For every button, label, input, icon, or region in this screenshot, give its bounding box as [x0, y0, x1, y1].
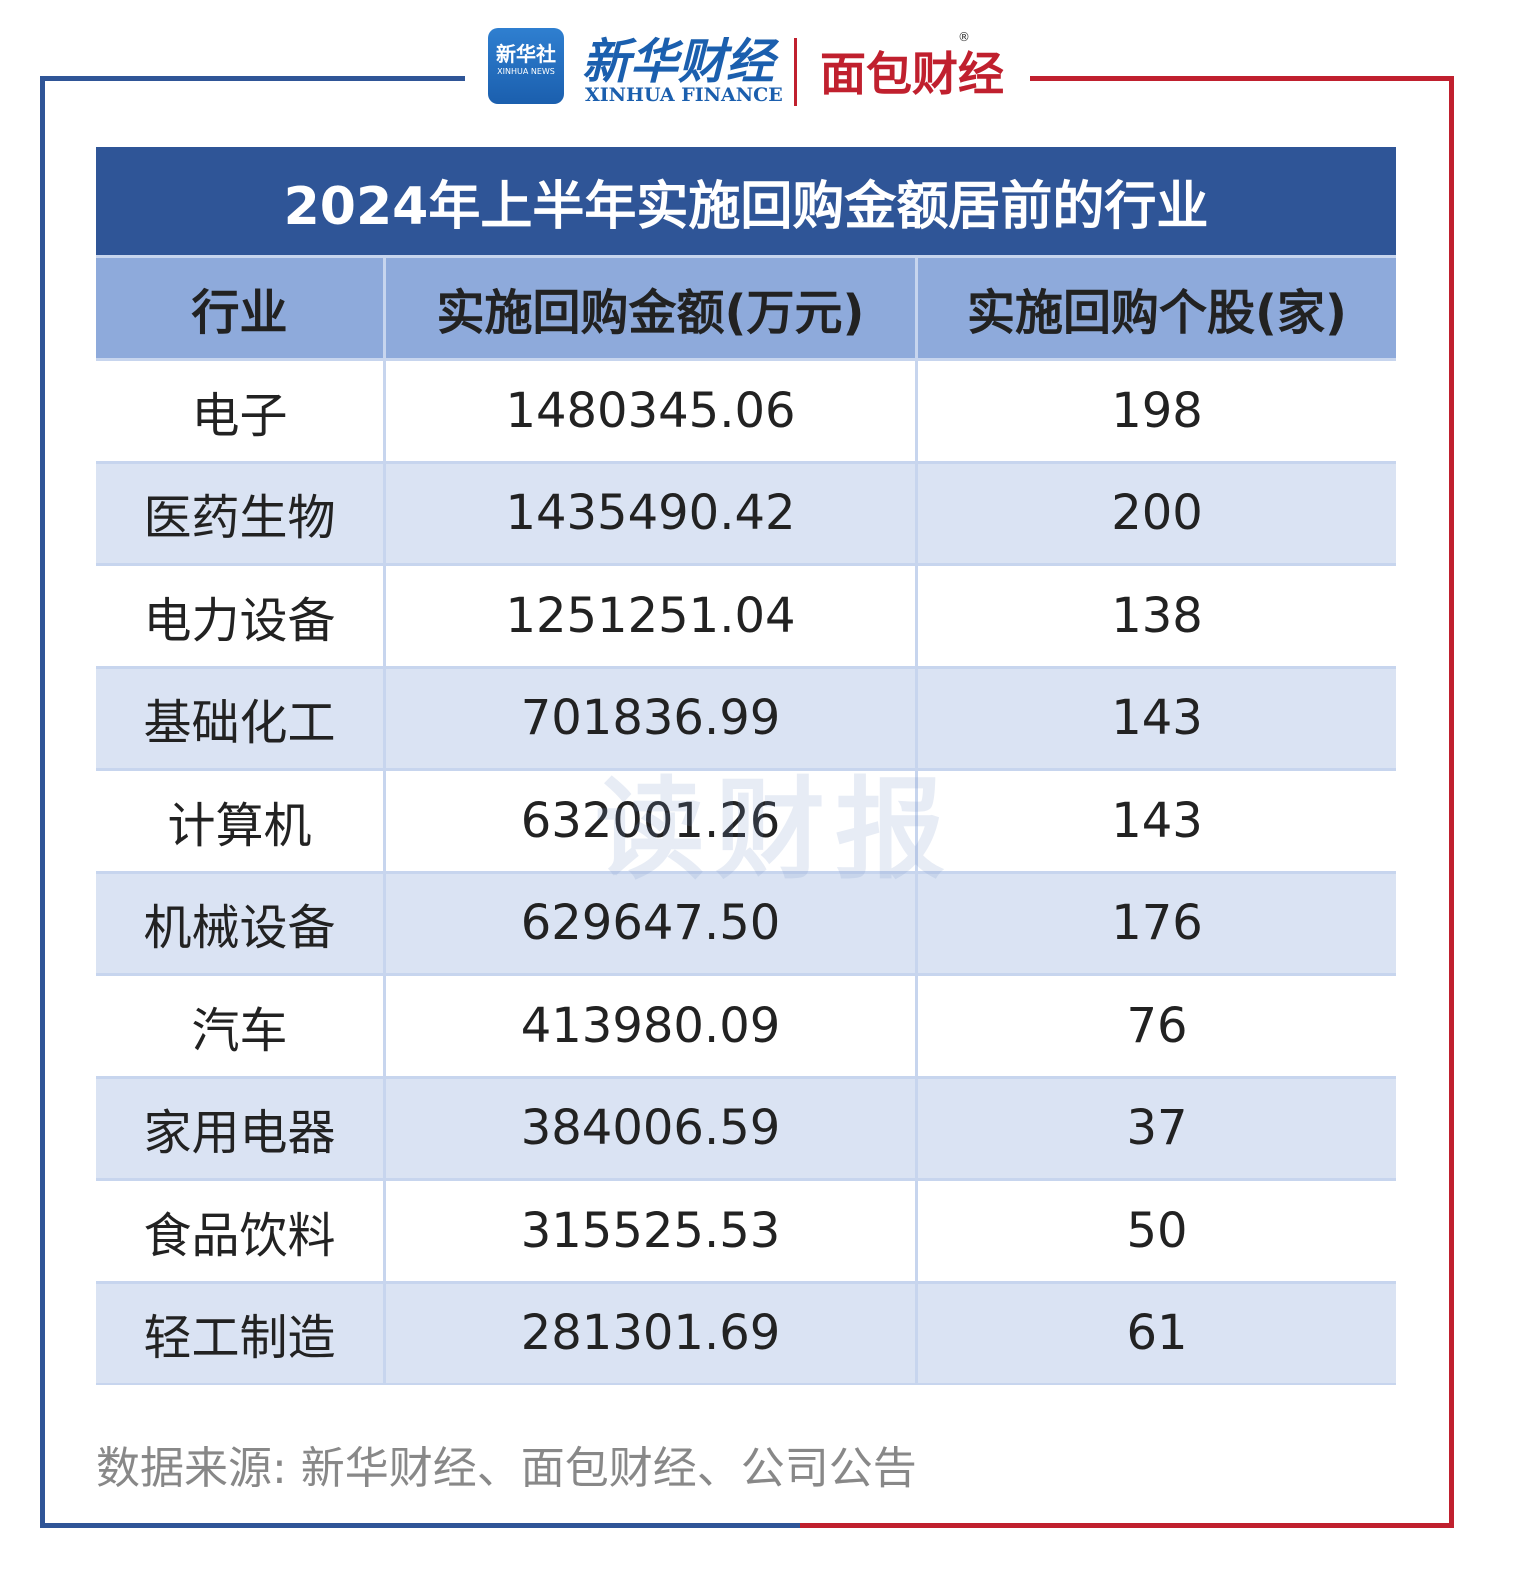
- row-label: 家用电器: [96, 1078, 383, 1178]
- registered-mark: ®: [958, 30, 970, 44]
- logo-divider: [794, 38, 797, 106]
- table-cell: 143: [918, 771, 1396, 871]
- row-label: 计算机: [96, 771, 383, 871]
- table-cell: 629647.50: [386, 873, 915, 973]
- table-cell: 632001.26: [386, 771, 915, 871]
- row-label: 机械设备: [96, 873, 383, 973]
- table-cell: 1435490.42: [386, 463, 915, 563]
- row-label: 汽车: [96, 976, 383, 1076]
- row-label: 电力设备: [96, 566, 383, 666]
- table-cell: 198: [918, 361, 1396, 461]
- frame-bottom-right: [800, 1523, 1454, 1528]
- frame-left: [40, 76, 45, 1528]
- table-cell: 200: [918, 463, 1396, 563]
- table-cell: 384006.59: [386, 1078, 915, 1178]
- mianbao-logo: 面包财经: [820, 47, 1004, 101]
- table-cell: 138: [918, 566, 1396, 666]
- table-cell: 1480345.06: [386, 361, 915, 461]
- table-cell: 315525.53: [386, 1181, 915, 1281]
- frame-right: [1449, 76, 1454, 1528]
- frame-top-left: [40, 76, 465, 81]
- xinhua-finance-en: XINHUA FINANCE: [585, 84, 783, 106]
- table-cell: 50: [918, 1181, 1396, 1281]
- table-cell: 143: [918, 668, 1396, 768]
- table-cell: 281301.69: [386, 1283, 915, 1383]
- column-header: 行业: [96, 258, 383, 358]
- badge-text-en: XINHUA NEWS: [497, 67, 555, 76]
- table-cell: 701836.99: [386, 668, 915, 768]
- xinhua-finance-logo: 新华财经: [582, 34, 775, 90]
- table-cell: 76: [918, 976, 1396, 1076]
- row-label: 基础化工: [96, 668, 383, 768]
- table-cell: 413980.09: [386, 976, 915, 1076]
- row-label: 食品饮料: [96, 1181, 383, 1281]
- table-cell: 176: [918, 873, 1396, 973]
- row-label: 医药生物: [96, 463, 383, 563]
- row-label: 轻工制造: [96, 1283, 383, 1383]
- frame-top-right: [1030, 76, 1454, 81]
- column-header: 实施回购金额(万元): [386, 258, 915, 358]
- table-cell: 1251251.04: [386, 566, 915, 666]
- frame-bottom-left: [40, 1523, 800, 1528]
- table-cell: 61: [918, 1283, 1396, 1383]
- source-note: 数据来源: 新华财经、面包财经、公司公告: [96, 1443, 917, 1494]
- table-cell: 37: [918, 1078, 1396, 1178]
- row-label: 电子: [96, 361, 383, 461]
- watermark: 读财报: [595, 766, 955, 894]
- column-header: 实施回购个股(家): [918, 258, 1396, 358]
- xinhua-badge: 新华社 XINHUA NEWS: [488, 28, 564, 104]
- table-title: 2024年上半年实施回购金额居前的行业: [96, 147, 1396, 255]
- badge-text: 新华社: [496, 42, 556, 66]
